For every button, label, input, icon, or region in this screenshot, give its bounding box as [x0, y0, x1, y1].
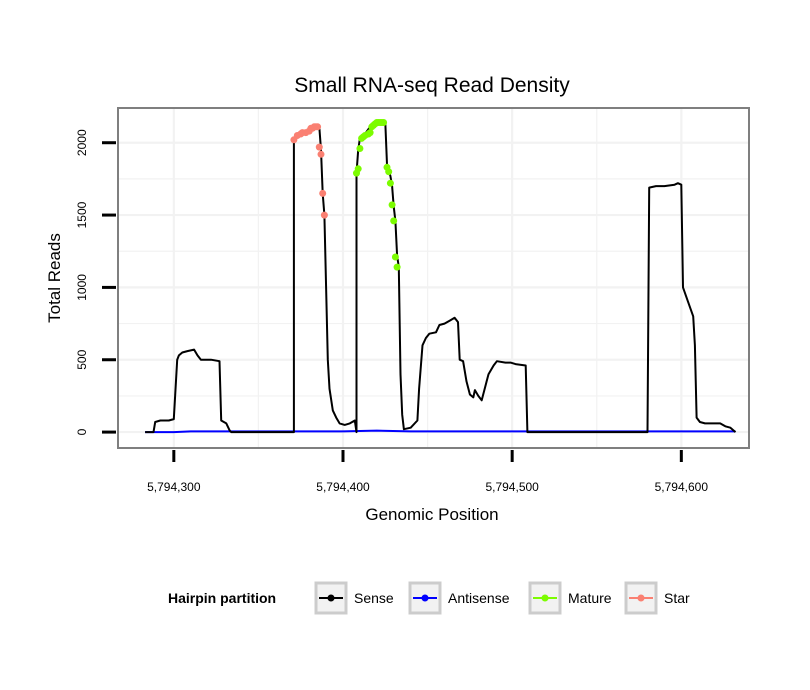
data-point-star	[315, 143, 323, 151]
series-layer	[145, 119, 737, 434]
data-point-mature	[388, 201, 396, 209]
legend-item-sense: Sense	[314, 581, 394, 615]
y-axis: 0 500 1000 1500 2000	[75, 129, 116, 435]
legend-key-point	[421, 594, 429, 602]
legend-title: Hairpin partition	[168, 590, 276, 606]
legend-item-antisense: Antisense	[408, 581, 510, 615]
data-point-mature	[354, 165, 362, 173]
data-point-star	[319, 189, 327, 197]
y-tick-label: 500	[75, 349, 89, 369]
data-point-mature	[393, 263, 401, 271]
data-point-mature	[386, 179, 394, 187]
data-point-star	[314, 123, 322, 131]
y-tick-label: 2000	[75, 129, 89, 156]
chart-title: Small RNA-seq Read Density	[294, 74, 570, 97]
legend-key-point	[541, 594, 549, 602]
y-tick-label: 1000	[75, 274, 89, 301]
plot-border	[117, 107, 750, 449]
x-axis-title: Genomic Position	[365, 505, 498, 524]
grid-lines	[118, 108, 749, 448]
legend-key-point	[637, 594, 645, 602]
data-point-mature	[380, 119, 388, 126]
legend-item-star: Star	[624, 581, 690, 615]
legend-label: Mature	[568, 590, 612, 606]
legend-label: Sense	[354, 590, 394, 606]
plot-background	[118, 108, 749, 448]
data-point-mature	[385, 168, 393, 176]
legend: Hairpin partition Sense Antisense Mature St…	[168, 581, 690, 615]
data-point-mature	[390, 217, 398, 225]
legend-item-mature: Mature	[528, 581, 612, 615]
data-point-star	[317, 150, 325, 158]
x-tick-label: 5,794,400	[316, 480, 370, 494]
y-tick-label: 1500	[75, 201, 89, 228]
y-axis-title: Total Reads	[45, 233, 64, 323]
x-axis: 5,794,300 5,794,400 5,794,500 5,794,600	[147, 450, 708, 494]
data-point-mature	[366, 129, 374, 137]
x-tick-label: 5,794,500	[485, 480, 539, 494]
legend-label: Star	[664, 590, 690, 606]
data-point-mature	[356, 145, 364, 152]
legend-key-point	[327, 594, 335, 602]
x-tick-label: 5,794,600	[655, 480, 709, 494]
legend-label: Antisense	[448, 590, 510, 606]
y-tick-label: 0	[75, 428, 89, 435]
data-point-mature	[391, 253, 399, 261]
x-tick-label: 5,794,300	[147, 480, 201, 494]
data-point-star	[320, 211, 328, 219]
